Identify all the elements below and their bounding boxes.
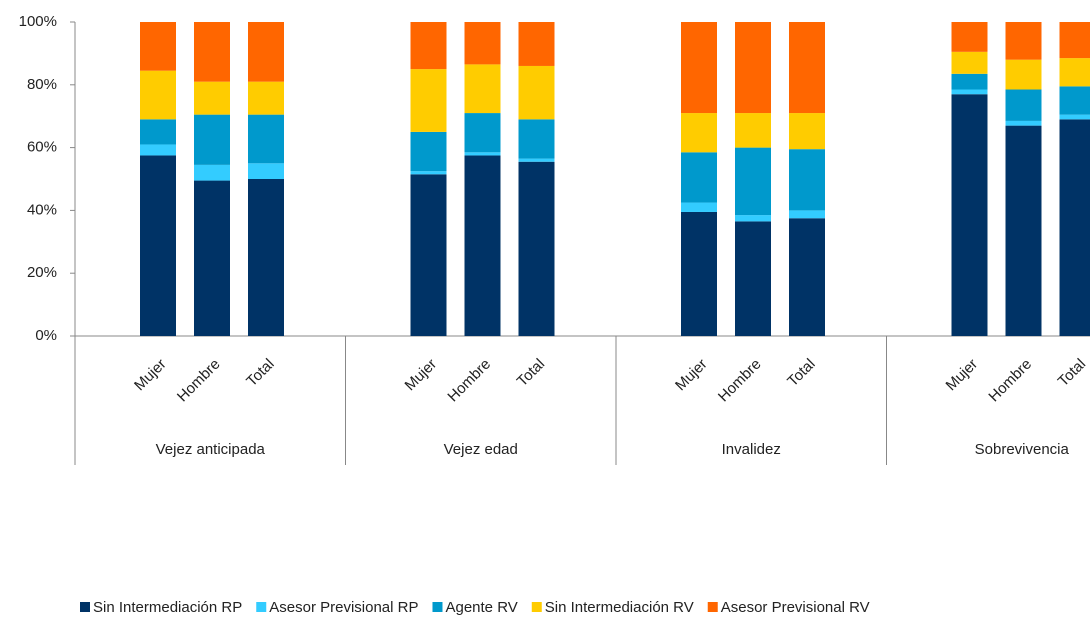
bar-segment xyxy=(1005,22,1042,60)
bar-segment xyxy=(681,202,717,212)
x-tick-label: Total xyxy=(514,356,548,390)
bar-segment xyxy=(1005,89,1042,121)
y-tick-label: 100% xyxy=(19,13,57,30)
bar-segment xyxy=(464,22,501,65)
bar-segment xyxy=(789,218,825,336)
bar-segment xyxy=(1005,59,1042,90)
bar-segment xyxy=(681,22,717,114)
bar-segment xyxy=(248,114,284,164)
legend-swatch xyxy=(256,602,267,612)
bar-segment xyxy=(518,119,555,159)
group-label: Vejez anticipada xyxy=(156,441,266,458)
bar-segment xyxy=(681,211,717,336)
legend-label: Sin Intermediación RP xyxy=(93,599,242,616)
bar-segment xyxy=(518,22,555,66)
y-tick-label: 20% xyxy=(27,264,57,281)
bar-segment xyxy=(140,155,176,336)
group-label: Sobrevivencia xyxy=(975,441,1070,458)
x-tick-label: Hombre xyxy=(174,356,224,406)
bar-segment xyxy=(194,164,230,181)
bar-segment xyxy=(518,161,555,336)
bar-segment xyxy=(464,64,501,114)
legend-label: Agente RV xyxy=(445,599,517,616)
bar-segment xyxy=(248,163,284,179)
legend-label: Sin Intermediación RV xyxy=(545,599,694,616)
bar-segment xyxy=(735,215,771,222)
x-tick-label: Mujer xyxy=(402,356,441,395)
bar-segment xyxy=(464,152,501,156)
bar-segment xyxy=(951,51,988,74)
bar-segment xyxy=(410,174,447,336)
bar-segment xyxy=(735,147,771,216)
bar-segment xyxy=(410,171,447,175)
bar-segment xyxy=(410,69,447,132)
bar-segment xyxy=(1059,22,1090,59)
bar-segment xyxy=(518,158,555,162)
bar-segment xyxy=(194,180,230,336)
legend-swatch xyxy=(432,602,443,612)
bar-segment xyxy=(248,22,284,82)
bar-segment xyxy=(735,221,771,336)
bar-segment xyxy=(194,114,230,165)
x-tick-label: Mujer xyxy=(131,356,170,395)
legend-label: Asesor Previsional RP xyxy=(269,599,418,616)
bar-segment xyxy=(681,152,717,203)
bar-segment xyxy=(789,22,825,114)
x-tick-label: Mujer xyxy=(943,356,982,395)
bar-segment xyxy=(1059,119,1090,336)
legend-swatch xyxy=(80,602,90,612)
y-tick-label: 40% xyxy=(27,201,57,218)
bar-segment xyxy=(140,22,176,71)
bar-segment xyxy=(464,155,501,336)
bar-segment xyxy=(735,22,771,114)
group-label: Vejez edad xyxy=(444,441,518,458)
bar-segment xyxy=(194,81,230,115)
bar-segment xyxy=(140,70,176,120)
bar-segment xyxy=(735,113,771,148)
bar-segment xyxy=(951,94,988,336)
bar-segment xyxy=(464,113,501,153)
y-tick-label: 60% xyxy=(27,139,57,156)
x-tick-label: Hombre xyxy=(715,356,765,406)
legend-label: Asesor Previsional RV xyxy=(721,599,870,616)
bar-segment xyxy=(248,81,284,115)
legend-swatch xyxy=(707,602,718,612)
bar-segment xyxy=(1005,125,1042,337)
bar-segment xyxy=(951,22,988,52)
bar-segment xyxy=(951,89,988,95)
bar-segment xyxy=(194,22,230,82)
bar-segment xyxy=(140,144,176,156)
bar-segment xyxy=(1059,114,1090,120)
bar-segment xyxy=(518,65,555,120)
y-tick-label: 0% xyxy=(35,327,57,344)
x-tick-label: Total xyxy=(1055,356,1089,390)
bar-segment xyxy=(410,131,447,172)
bar-segment xyxy=(1059,86,1090,115)
x-tick-label: Total xyxy=(784,356,818,390)
bar-segment xyxy=(681,113,717,153)
bar-segment xyxy=(410,22,447,70)
bar-segment xyxy=(140,119,176,145)
bar-segment xyxy=(789,149,825,211)
group-label: Invalidez xyxy=(722,441,781,458)
x-tick-label: Hombre xyxy=(444,356,494,406)
bar-segment xyxy=(1059,58,1090,87)
bar-segment xyxy=(1005,120,1042,126)
y-tick-label: 80% xyxy=(27,76,57,93)
x-tick-label: Mujer xyxy=(672,356,711,395)
bar-segment xyxy=(789,113,825,150)
legend-swatch xyxy=(531,602,542,612)
x-tick-label: Hombre xyxy=(985,356,1035,406)
x-tick-label: Total xyxy=(243,356,277,390)
bar-segment xyxy=(951,73,988,90)
bar-segment xyxy=(789,210,825,219)
bar-segment xyxy=(248,179,284,336)
